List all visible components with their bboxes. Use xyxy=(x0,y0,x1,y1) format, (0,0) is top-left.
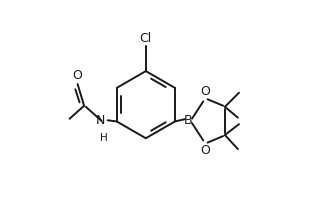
Text: O: O xyxy=(201,144,210,157)
Text: H: H xyxy=(100,133,108,143)
Text: O: O xyxy=(201,85,210,98)
Text: O: O xyxy=(73,69,83,82)
Text: N: N xyxy=(95,114,105,127)
Text: B: B xyxy=(184,114,193,127)
Text: Cl: Cl xyxy=(140,32,152,45)
